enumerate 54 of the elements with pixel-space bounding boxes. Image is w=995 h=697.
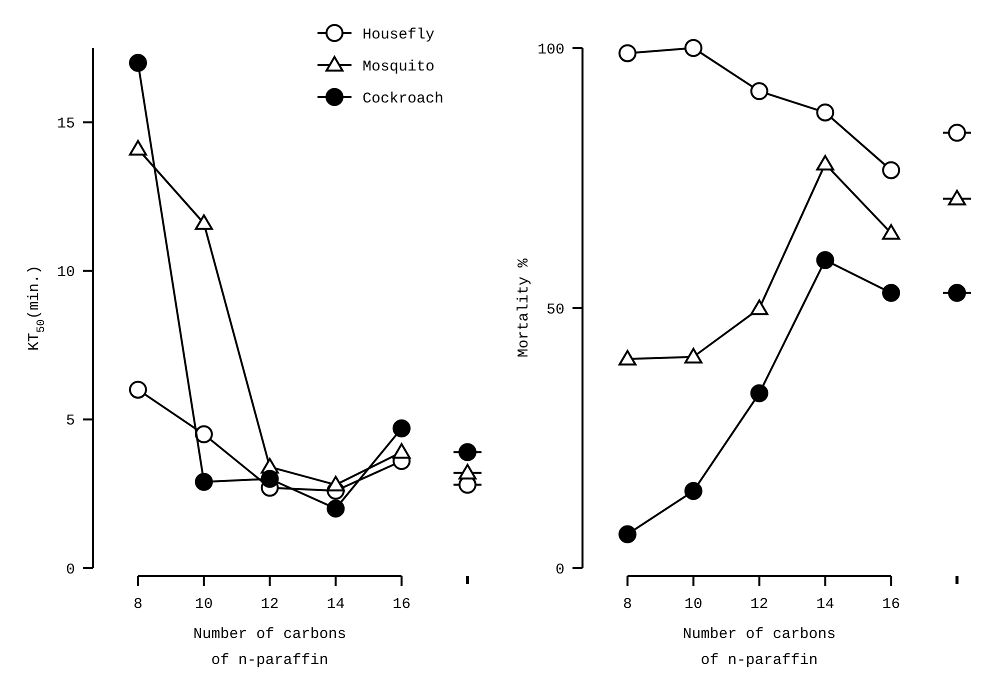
point [882, 224, 900, 240]
point [129, 380, 147, 399]
y-tick-label: 5 [66, 412, 75, 430]
point [816, 103, 834, 122]
point [882, 161, 900, 180]
point [458, 464, 476, 480]
x-axis-title: Number of carbons of n-paraffin [682, 626, 836, 669]
x-tick-label: 14 [326, 596, 345, 613]
point [392, 443, 411, 459]
x-tick-label: 16 [882, 596, 900, 613]
point [750, 300, 768, 316]
point [684, 39, 702, 57]
point [392, 419, 411, 438]
point [882, 284, 900, 302]
y-tick-label: 0 [66, 561, 75, 578]
x-tick-label: 14 [816, 596, 834, 613]
point [948, 284, 966, 302]
point [750, 82, 768, 100]
x-tick-label: 12 [260, 596, 279, 613]
x-tick-label: 12 [750, 596, 768, 613]
point [948, 190, 966, 206]
point [326, 500, 345, 518]
legend-label: Cockroach [362, 90, 444, 108]
point [194, 214, 213, 230]
point [684, 482, 702, 500]
y-tick-label: 0 [555, 561, 564, 578]
x-tick-label: 16 [392, 596, 411, 613]
point [194, 472, 213, 491]
x-tick-label: 8 [133, 596, 143, 613]
point [948, 124, 966, 142]
x-tick-label: 10 [194, 596, 213, 613]
point [458, 443, 476, 462]
point [816, 154, 834, 171]
point [684, 348, 702, 364]
point [326, 476, 345, 492]
point [618, 525, 636, 544]
point [129, 54, 147, 72]
point [129, 140, 147, 156]
legend-label: Mosquito [362, 58, 435, 76]
x-axis-title: Number of carbons of n-paraffin [193, 626, 346, 669]
y-tick-label: 100 [537, 41, 564, 58]
y-axis-title: Mortality % [516, 258, 532, 358]
y-tick-label: 15 [56, 116, 75, 133]
legend-label: Housefly [362, 26, 435, 44]
y-tick-label: 50 [546, 301, 564, 318]
y-tick-label: 10 [56, 264, 75, 282]
point [618, 44, 636, 62]
point [194, 425, 213, 444]
point [816, 251, 834, 270]
point [618, 350, 636, 366]
x-tick-label: 10 [684, 596, 702, 613]
x-tick-label: 8 [622, 596, 632, 613]
point [260, 470, 279, 488]
point [750, 384, 768, 402]
